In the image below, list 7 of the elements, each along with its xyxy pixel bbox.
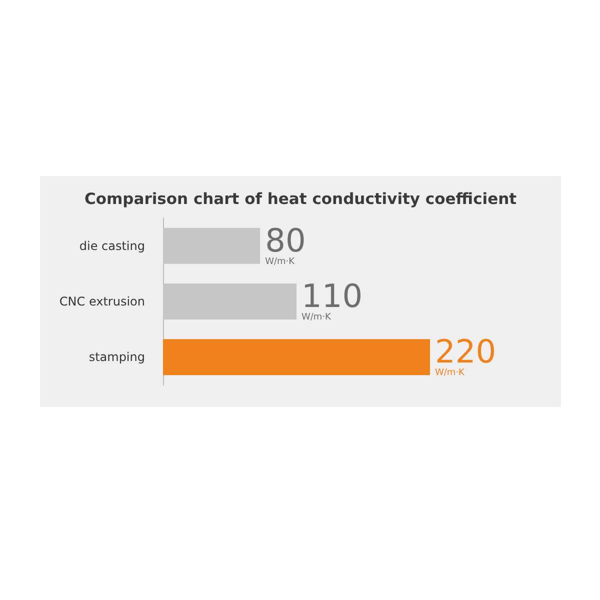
y-tick-label: die casting [79,238,145,253]
y-tick-label: stamping [88,350,145,364]
data-label: 110 W/m·K [302,277,363,322]
data-label: 80 W/m·K [265,221,306,267]
chart-title: Comparison chart of heat conductivity coefficient [84,190,518,208]
y-tick-label: CNC extrusion [59,294,145,308]
data-label: 220 W/m·K [435,332,496,378]
